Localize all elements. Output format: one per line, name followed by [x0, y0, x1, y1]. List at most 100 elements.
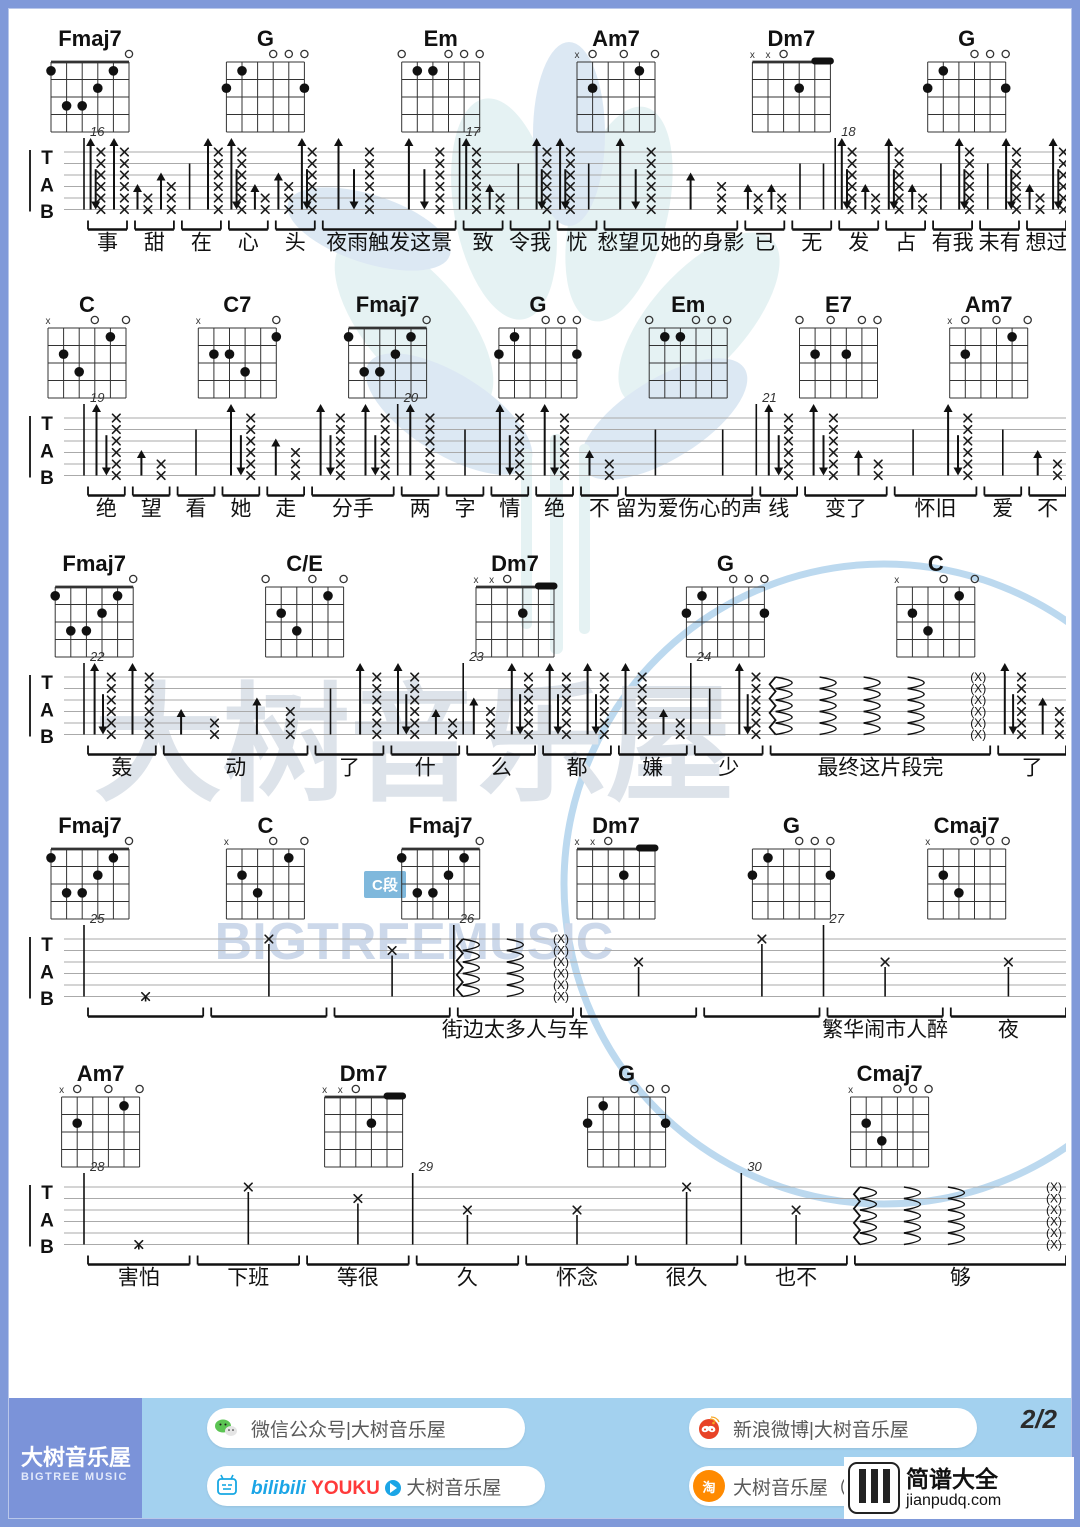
svg-text:久: 久 [457, 1267, 478, 1290]
svg-text:(X): (X) [1046, 1238, 1062, 1252]
svg-text:头: 头 [285, 232, 306, 255]
svg-text:已: 已 [754, 232, 775, 255]
svg-text:也不: 也不 [775, 1267, 817, 1290]
svg-text:变了: 变了 [825, 498, 867, 521]
svg-text:Fmaj7: Fmaj7 [62, 551, 126, 576]
svg-text:Dm7: Dm7 [340, 1061, 388, 1086]
svg-text:x: x [947, 316, 952, 327]
svg-text:下班: 下班 [227, 1267, 269, 1290]
svg-text:20: 20 [403, 390, 419, 405]
svg-text:两: 两 [410, 498, 431, 521]
svg-text:B: B [40, 727, 54, 748]
svg-text:情: 情 [499, 498, 520, 521]
svg-text:Fmaj7: Fmaj7 [58, 26, 122, 51]
svg-text:留为爱伤心的声: 留为爱伤心的声 [616, 498, 763, 521]
svg-text:21: 21 [761, 390, 776, 405]
svg-text:A: A [40, 963, 54, 984]
svg-text:B: B [40, 468, 54, 489]
svg-text:什: 什 [415, 757, 436, 780]
svg-text:G: G [529, 292, 546, 317]
svg-text:事: 事 [97, 232, 118, 255]
svg-text:愁望见她的身影: 愁望见她的身影 [597, 232, 744, 255]
svg-text:未有: 未有 [979, 232, 1021, 255]
svg-text:不: 不 [1037, 498, 1058, 521]
svg-text:Am7: Am7 [592, 26, 640, 51]
svg-text:(X): (X) [970, 728, 986, 742]
svg-text:她: 她 [230, 498, 251, 521]
svg-text:街边太多人与车: 街边太多人与车 [442, 1019, 589, 1042]
svg-text:占: 占 [895, 232, 916, 255]
svg-text:22: 22 [89, 649, 105, 664]
svg-text:心: 心 [238, 232, 259, 255]
svg-text:A: A [40, 1211, 54, 1232]
svg-text:23: 23 [468, 649, 484, 664]
svg-text:轰: 轰 [111, 757, 132, 780]
svg-text:字: 字 [455, 498, 476, 521]
svg-text:了: 了 [1022, 757, 1043, 780]
svg-text:害怕: 害怕 [118, 1267, 160, 1290]
svg-text:Dm7: Dm7 [768, 26, 816, 51]
svg-text:忧: 忧 [567, 232, 588, 255]
svg-text:Am7: Am7 [77, 1061, 125, 1086]
svg-text:27: 27 [829, 911, 845, 926]
svg-text:Cmaj7: Cmaj7 [934, 813, 1000, 838]
svg-text:19: 19 [90, 390, 104, 405]
svg-text:想过: 想过 [1026, 232, 1067, 255]
svg-text:30: 30 [747, 1159, 762, 1174]
svg-text:Fmaj7: Fmaj7 [356, 292, 420, 317]
svg-text:18: 18 [841, 124, 856, 139]
svg-text:Am7: Am7 [965, 292, 1013, 317]
svg-text:分手: 分手 [332, 498, 374, 521]
svg-text:甜: 甜 [144, 232, 165, 255]
svg-text:不: 不 [589, 498, 610, 521]
svg-text:少: 少 [718, 757, 739, 780]
svg-text:x: x [575, 50, 580, 61]
svg-text:Em: Em [671, 292, 705, 317]
svg-text:看: 看 [186, 498, 207, 521]
svg-text:发: 发 [848, 232, 869, 255]
svg-text:令我: 令我 [509, 232, 551, 255]
svg-text:24: 24 [696, 649, 711, 664]
svg-text:嫌: 嫌 [642, 757, 663, 780]
svg-text:26: 26 [459, 911, 475, 926]
svg-text:绝: 绝 [96, 498, 117, 521]
svg-text:x: x [848, 1085, 853, 1096]
svg-text:28: 28 [89, 1159, 105, 1174]
svg-text:了: 了 [339, 757, 360, 780]
svg-text:B: B [40, 989, 54, 1010]
svg-text:C/E: C/E [286, 551, 323, 576]
svg-text:x: x [196, 316, 201, 327]
svg-text:爱: 爱 [992, 498, 1013, 521]
svg-text:x: x [925, 837, 930, 848]
svg-text:Dm7: Dm7 [592, 813, 640, 838]
svg-text:B: B [40, 202, 54, 223]
svg-text:x: x [59, 1085, 64, 1096]
svg-text:等很: 等很 [337, 1267, 379, 1290]
svg-text:A: A [40, 701, 54, 722]
svg-text:G: G [717, 551, 734, 576]
svg-text:T: T [41, 1183, 53, 1204]
svg-text:望: 望 [141, 498, 162, 521]
svg-text:(X): (X) [553, 990, 569, 1004]
svg-text:Cmaj7: Cmaj7 [857, 1061, 923, 1086]
svg-text:绝: 绝 [544, 498, 565, 521]
svg-text:E7: E7 [825, 292, 852, 317]
svg-text:B: B [40, 1237, 54, 1258]
svg-text:么: 么 [491, 757, 512, 780]
svg-text:怀念: 怀念 [556, 1267, 598, 1290]
svg-text:走: 走 [275, 498, 296, 521]
svg-text:Dm7: Dm7 [491, 551, 539, 576]
svg-text:够: 够 [950, 1267, 971, 1290]
svg-text:有我: 有我 [932, 232, 974, 255]
svg-text:G: G [257, 26, 274, 51]
svg-text:x: x [894, 575, 899, 586]
svg-text:动: 动 [225, 757, 246, 780]
svg-text:16: 16 [90, 124, 105, 139]
svg-text:T: T [41, 414, 53, 435]
svg-text:x: x [766, 50, 771, 61]
svg-text:x: x [46, 316, 51, 327]
svg-text:无: 无 [801, 232, 822, 255]
svg-text:Fmaj7: Fmaj7 [58, 813, 122, 838]
svg-text:29: 29 [418, 1159, 433, 1174]
svg-text:夜雨触发这景: 夜雨触发这景 [326, 232, 452, 255]
